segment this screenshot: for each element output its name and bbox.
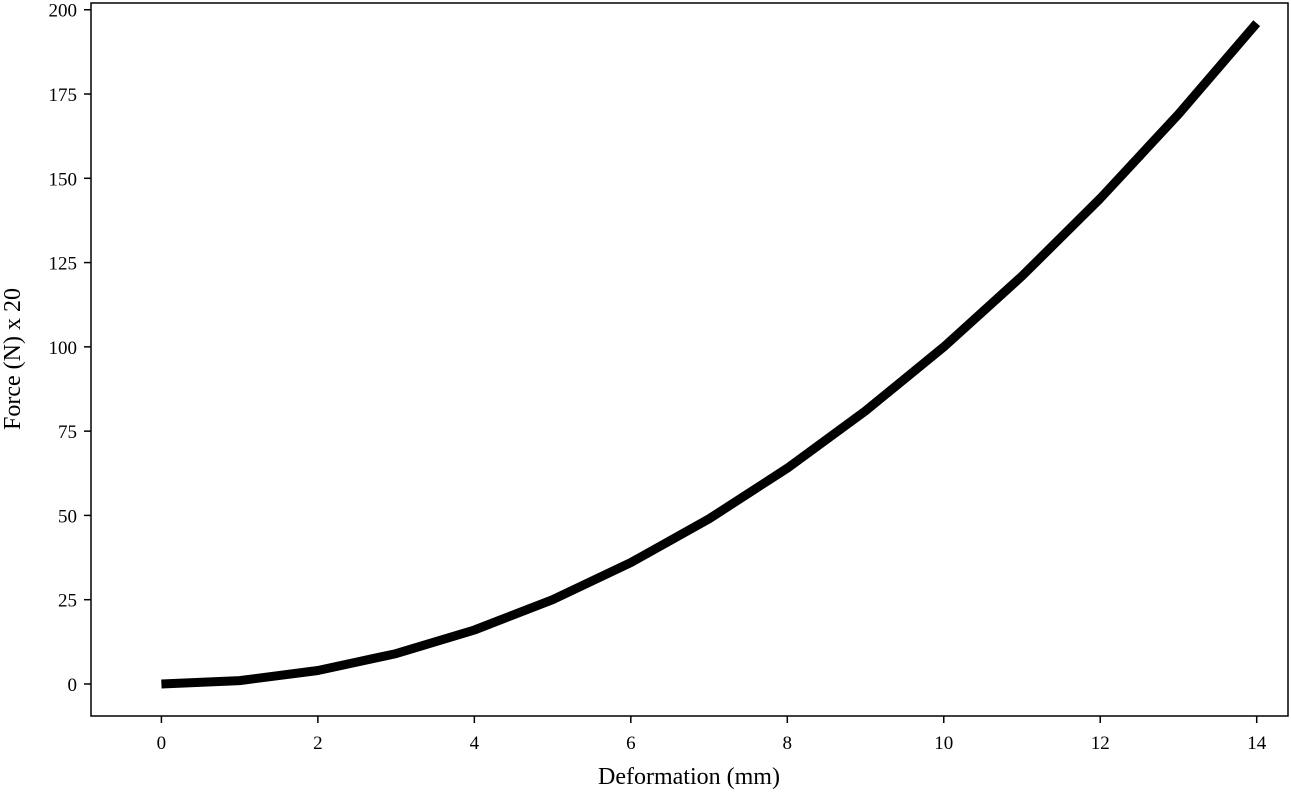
- y-axis-ticks: 0 25 50 75 100 125 150 175 200: [49, 1, 91, 696]
- x-tick-label: 12: [1091, 733, 1110, 754]
- y-tick-label: 100: [49, 338, 78, 359]
- x-tick-label: 6: [626, 733, 636, 754]
- x-tick-label: 14: [1247, 733, 1267, 754]
- y-tick-label: 0: [68, 675, 78, 696]
- y-tick-label: 25: [58, 591, 77, 612]
- x-tick-label: 8: [783, 733, 793, 754]
- plot-frame: [90, 2, 1289, 717]
- series-line: [161, 20, 1261, 689]
- x-tick-label: 0: [157, 733, 167, 754]
- y-axis-label: Force (N) x 20: [0, 288, 26, 430]
- x-axis-label: Deformation (mm): [598, 764, 780, 790]
- y-tick-label: 175: [49, 85, 78, 106]
- y-tick-label: 200: [49, 1, 78, 22]
- y-tick-label: 125: [49, 254, 78, 275]
- x-tick-label: 10: [934, 733, 953, 754]
- x-axis-ticks: 0 2 4 6 8 10 12 14: [157, 716, 1267, 754]
- y-tick-label: 50: [58, 506, 77, 527]
- y-tick-label: 75: [58, 422, 77, 443]
- series-layer: [161, 20, 1261, 689]
- x-tick-label: 2: [313, 733, 323, 754]
- x-tick-label: 4: [470, 733, 480, 754]
- y-tick-label: 150: [49, 169, 78, 190]
